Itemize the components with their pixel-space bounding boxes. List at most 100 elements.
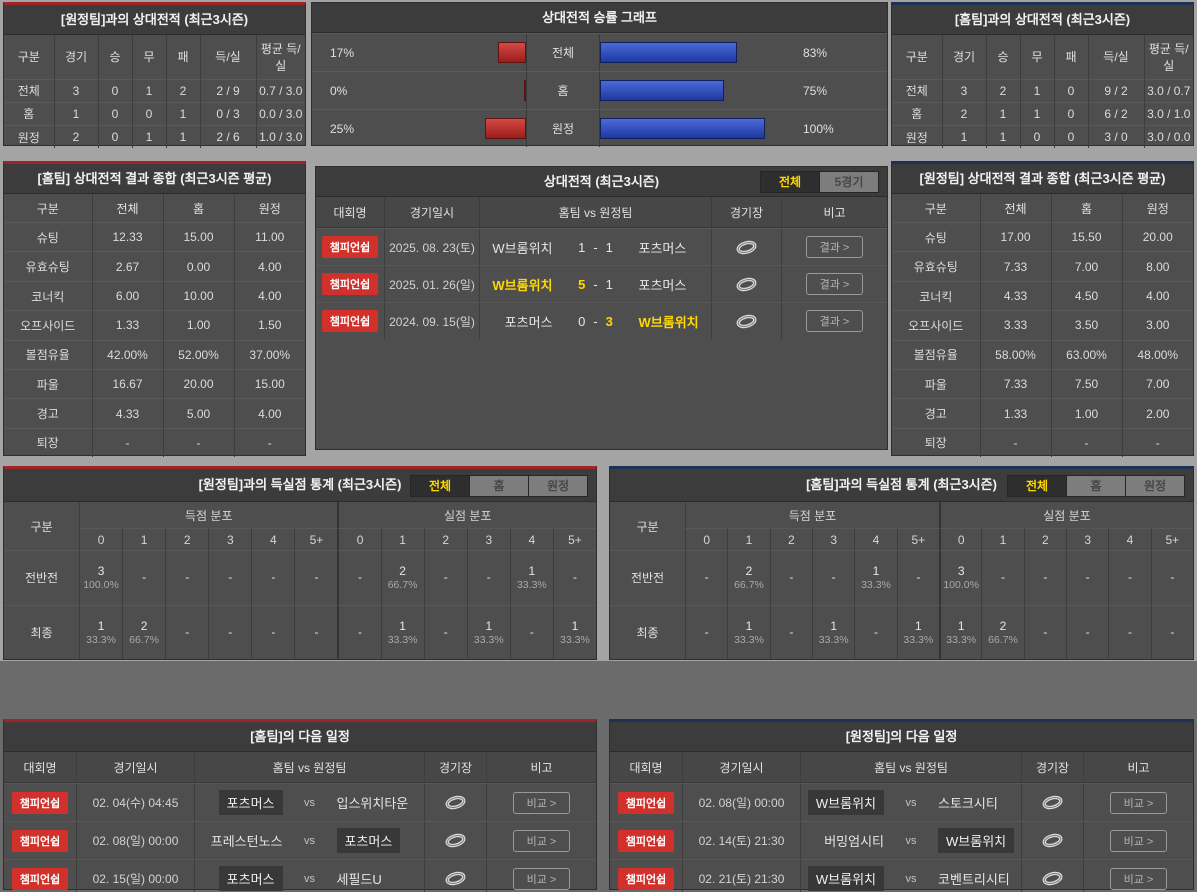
note-cell: 비교 > [1083, 784, 1193, 821]
col-header-stadium: 경기장 [711, 197, 781, 227]
table-row: 전체 3 2 1 0 9 / 2 3.0 / 0.7 [892, 78, 1193, 103]
stadium-cell [1021, 822, 1083, 859]
table-row: 파울 16.67 20.00 15.00 [4, 369, 305, 399]
table-header-row: 구분 경기 승 무 패 득/실 평균 득/실 [892, 35, 1193, 80]
stadium-icon[interactable] [444, 795, 467, 810]
result-button[interactable]: 결과 > [805, 236, 864, 258]
col-header: 1 [380, 528, 424, 550]
cell: 0 [97, 78, 132, 103]
stadium-icon[interactable] [444, 833, 467, 848]
col-header: 패 [165, 35, 200, 80]
cell: 1 [1019, 78, 1054, 103]
away-pct-label: 100% [803, 121, 834, 136]
panel-title: [홈팀]의 다음 일정 [4, 722, 596, 752]
teams-cell: 프레스턴노스 vs 포츠머스 [194, 822, 424, 859]
cell: 11.00 [233, 222, 305, 252]
note-cell: 결과 > [781, 266, 887, 302]
compare-button[interactable]: 비교 > [1109, 867, 1168, 890]
goal-dist-cell: - [466, 550, 510, 605]
cell: 0.7 / 3.0 [255, 78, 305, 103]
stadium-icon[interactable] [735, 277, 758, 292]
cell: 4.33 [91, 398, 163, 429]
cell: 63.00% [1050, 339, 1122, 370]
cell: 2 [985, 78, 1020, 103]
col-header-league: 대회명 [333, 205, 367, 220]
tab-all[interactable]: 전체 [411, 476, 469, 496]
note-cell: 비교 > [1083, 822, 1193, 859]
stadium-icon[interactable] [735, 240, 758, 255]
tab-home[interactable]: 홈 [1067, 476, 1125, 496]
away-team: 스토크시티 [938, 796, 998, 811]
tab-5games[interactable]: 5경기 [820, 172, 878, 192]
tab-away[interactable]: 원정 [1126, 476, 1184, 496]
goal-dist-cell: 2 66.7% [981, 604, 1024, 659]
goal-dist-cell: - [165, 604, 209, 659]
tab-away[interactable]: 원정 [529, 476, 587, 496]
league-cell: 챔피언쉽 [316, 266, 384, 302]
tab-home[interactable]: 홈 [470, 476, 528, 496]
away-team: 입스위치타운 [336, 796, 409, 811]
note-cell: 비교 > [1083, 860, 1193, 892]
panel-goal-stats-vs-away: [원정팀]과의 득실점 통계 (최근3시즌) 전체 홈 원정 구분 득점 분포 … [3, 466, 597, 660]
cell: 16.67 [91, 369, 163, 399]
col-header-league: 대회명 [629, 760, 663, 775]
tab-all[interactable]: 전체 [761, 172, 819, 192]
group-header-conceded: 실점 분포 [337, 502, 596, 528]
compare-button[interactable]: 비교 > [1109, 791, 1168, 814]
away-team: 포츠머스 [638, 277, 687, 293]
note-cell: 비교 > [486, 860, 596, 892]
away-pct-label: 75% [803, 83, 828, 98]
goal-dist-cell: - [552, 550, 596, 605]
col-header: 득/실 [199, 35, 256, 80]
cell: 15.50 [1050, 222, 1122, 252]
table-row: 슈팅 12.33 15.00 11.00 [4, 222, 305, 252]
away-team: 포츠머스 [638, 240, 687, 256]
goal-dist-cell: - [509, 604, 553, 659]
col-header: 4 [1108, 528, 1151, 550]
result-button[interactable]: 결과 > [805, 310, 864, 332]
row-label: 전반전 [4, 550, 79, 605]
away-bar-track [600, 110, 795, 147]
note-cell: 비교 > [486, 784, 596, 821]
compare-button[interactable]: 비교 > [1109, 829, 1168, 852]
home-score: 0 [578, 313, 586, 329]
goal-dist-cell: 1 33.3% [509, 550, 553, 605]
compare-button[interactable]: 비교 > [512, 867, 571, 890]
league-cell: 챔피언쉽 [316, 303, 384, 339]
col-header-note: 비고 [486, 752, 596, 782]
scope-tabs: 전체 홈 원정 [1007, 475, 1185, 497]
compare-button[interactable]: 비교 > [512, 791, 571, 814]
match-filter-tabs: 전체 5경기 [760, 171, 879, 193]
league-badge: 챔피언쉽 [617, 829, 675, 852]
stadium-icon[interactable] [1041, 833, 1064, 848]
note-cell: 결과 > [781, 303, 887, 339]
schedule-row: 챔피언쉽 02. 08(일) 00:00 W브롬위치 vs 스토크시티 비교 > [610, 783, 1193, 821]
col-header: 무 [1019, 35, 1054, 80]
stadium-icon[interactable] [1041, 795, 1064, 810]
row-label: 최종 [610, 604, 685, 660]
cell: 3 [53, 78, 98, 103]
goal-dist-cell: - [1023, 604, 1066, 659]
stadium-icon[interactable] [735, 314, 758, 329]
match-row: 챔피언쉽 2024. 09. 15(일) 포츠머스 0 - 3 W브롬위치 결과… [316, 302, 887, 339]
col-header-league: 대회명 [23, 760, 57, 775]
panel-summary-away: [원정팀] 상대전적 결과 종합 (최근3시즌 평균) 구분 전체 홈 원정 슈… [891, 161, 1194, 457]
goal-dist-cell: - [1108, 550, 1151, 605]
schedule-row: 챔피언쉽 02. 08(일) 00:00 프레스턴노스 vs 포츠머스 비교 > [4, 821, 596, 859]
result-button[interactable]: 결과 > [805, 273, 864, 295]
table-row: 파울 7.33 7.50 7.00 [892, 369, 1193, 399]
goal-dist-cell: 3 100.0% [938, 550, 982, 605]
league-badge: 챔피언쉽 [617, 867, 675, 890]
cell: - [233, 427, 305, 457]
stadium-icon[interactable] [1041, 871, 1064, 886]
home-team: 프레스턴노스 [210, 834, 283, 849]
cell: 7.50 [1050, 369, 1122, 399]
stadium-icon[interactable] [444, 871, 467, 886]
teams-cell: 포츠머스 0 - 3 W브롬위치 [479, 303, 711, 339]
chart-title: 상대전적 승률 그래프 [312, 3, 887, 33]
tab-all[interactable]: 전체 [1008, 476, 1066, 496]
table-row: 홈 2 1 1 0 6 / 2 3.0 / 1.0 [892, 101, 1193, 126]
cell: 7.00 [1121, 369, 1193, 399]
compare-button[interactable]: 비교 > [512, 829, 571, 852]
col-header: 패 [1053, 35, 1088, 80]
